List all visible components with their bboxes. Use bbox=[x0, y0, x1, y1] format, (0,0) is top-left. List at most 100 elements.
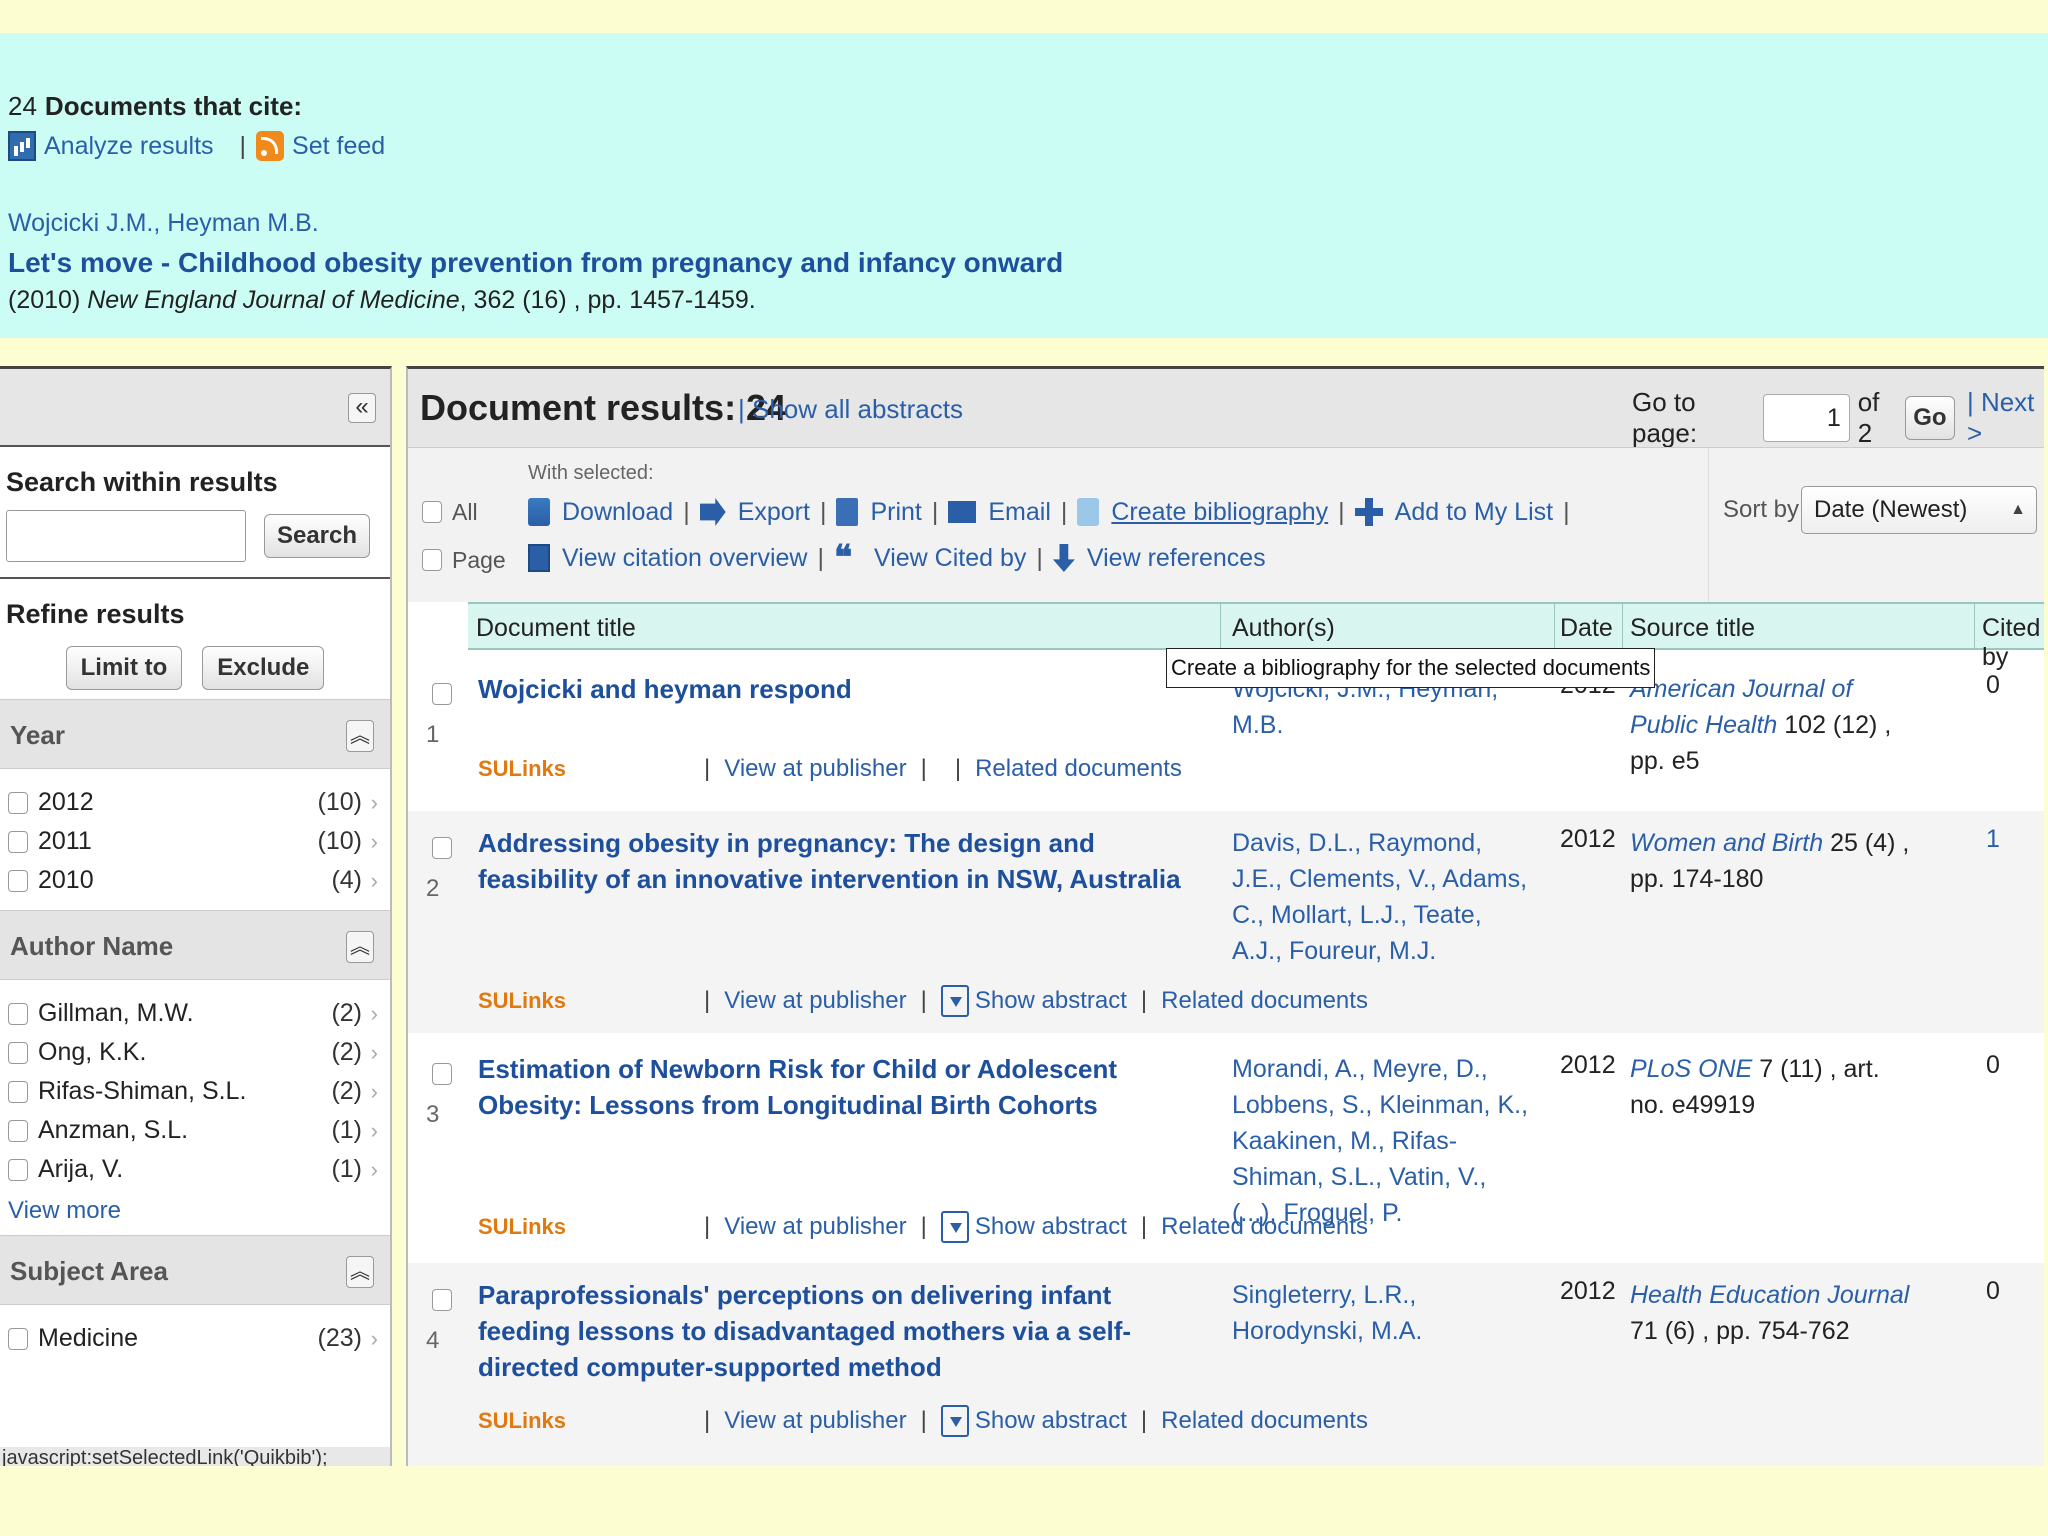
analyze-results-link[interactable]: Analyze results bbox=[44, 131, 214, 160]
result-authors[interactable]: Davis, D.L., Raymond, J.E., Clements, V.… bbox=[1232, 829, 1528, 965]
row-checkbox[interactable] bbox=[432, 1063, 452, 1085]
checkbox[interactable] bbox=[8, 1327, 28, 1350]
facet-item[interactable]: Rifas-Shiman, S.L. (2) › bbox=[0, 1072, 390, 1111]
chevron-right-icon[interactable]: › bbox=[370, 1117, 378, 1143]
facet-label[interactable]: Rifas-Shiman, S.L. bbox=[38, 1077, 247, 1105]
facet-label[interactable]: Anzman, S.L. bbox=[38, 1116, 189, 1144]
show-abstract-link[interactable]: Show abstract bbox=[974, 1213, 1127, 1240]
show-all-abstracts-link[interactable]: | Show all abstracts bbox=[738, 394, 963, 424]
collapse-sidebar-button[interactable]: « bbox=[348, 393, 376, 423]
col-date[interactable]: Date bbox=[1560, 614, 1613, 642]
export-link[interactable]: Export bbox=[737, 497, 810, 526]
view-at-publisher-link[interactable]: View at publisher bbox=[724, 1407, 907, 1434]
col-authors[interactable]: Author(s) bbox=[1232, 614, 1335, 642]
cited-by-link[interactable]: 1 bbox=[1986, 825, 2000, 853]
source-journal-link[interactable]: Women and Birth bbox=[1630, 829, 1824, 857]
chevron-right-icon[interactable]: › bbox=[370, 1000, 378, 1026]
search-within-input[interactable] bbox=[6, 510, 246, 562]
export-icon[interactable] bbox=[699, 498, 726, 526]
bar-chart-icon[interactable] bbox=[8, 131, 36, 161]
print-link[interactable]: Print bbox=[870, 497, 922, 526]
result-title-link[interactable]: Estimation of Newborn Risk for Child or … bbox=[478, 1054, 1117, 1120]
select-all[interactable]: All bbox=[422, 488, 506, 536]
source-journal-link[interactable]: PLoS ONE bbox=[1630, 1055, 1753, 1083]
checkbox[interactable] bbox=[8, 1119, 28, 1142]
source-journal-link[interactable]: American Journal of Public Health bbox=[1630, 675, 1853, 739]
checkbox[interactable] bbox=[422, 501, 442, 523]
chevron-right-icon[interactable]: › bbox=[370, 867, 378, 893]
facet-subject-header[interactable]: Subject Area ︽ bbox=[0, 1235, 390, 1305]
go-button[interactable]: Go bbox=[1904, 396, 1955, 440]
create-bibliography-link[interactable]: Create bibliography bbox=[1111, 497, 1329, 526]
view-at-publisher-link[interactable]: View at publisher bbox=[724, 755, 907, 782]
related-documents-link[interactable]: Related documents bbox=[1161, 1213, 1368, 1240]
print-icon[interactable] bbox=[836, 498, 859, 526]
chevron-right-icon[interactable]: › bbox=[370, 1325, 378, 1351]
facet-label[interactable]: 2012 bbox=[38, 788, 94, 816]
sulinks-link[interactable]: SULinks bbox=[478, 756, 567, 781]
row-checkbox[interactable] bbox=[432, 683, 452, 705]
view-at-publisher-link[interactable]: View at publisher bbox=[724, 1213, 907, 1240]
facet-item[interactable]: 2012 (10) › bbox=[0, 783, 390, 822]
result-title-link[interactable]: Addressing obesity in pregnancy: The des… bbox=[478, 828, 1181, 894]
sulinks-link[interactable]: SULinks bbox=[478, 1214, 567, 1239]
result-title-link[interactable]: Paraprofessionals' perceptions on delive… bbox=[478, 1280, 1132, 1382]
plus-icon[interactable] bbox=[1354, 498, 1383, 526]
col-cited-by[interactable]: Cited by bbox=[1982, 614, 2041, 671]
checkbox[interactable] bbox=[8, 791, 28, 814]
quote-icon[interactable]: ❝ bbox=[833, 539, 853, 577]
collapse-facet-icon[interactable]: ︽ bbox=[346, 1256, 374, 1288]
facet-item[interactable]: Medicine (23) › bbox=[0, 1319, 390, 1358]
add-to-list-link[interactable]: Add to My List bbox=[1394, 497, 1554, 526]
limit-to-button[interactable]: Limit to bbox=[65, 646, 183, 690]
chevron-right-icon[interactable]: › bbox=[370, 828, 378, 854]
facet-label[interactable]: Arija, V. bbox=[38, 1155, 124, 1183]
checkbox[interactable] bbox=[8, 830, 28, 853]
select-page[interactable]: Page bbox=[422, 536, 506, 584]
related-documents-link[interactable]: Related documents bbox=[1161, 1407, 1368, 1434]
result-authors[interactable]: Morandi, A., Meyre, D., Lobbens, S., Kle… bbox=[1232, 1055, 1529, 1227]
view-citation-overview-link[interactable]: View citation overview bbox=[562, 543, 808, 572]
facet-item[interactable]: Arija, V. (1) › bbox=[0, 1150, 390, 1189]
view-cited-by-link[interactable]: View Cited by bbox=[873, 543, 1027, 572]
facet-year-header[interactable]: Year ︽ bbox=[0, 699, 390, 769]
rss-feed-icon[interactable] bbox=[256, 131, 285, 161]
checkbox[interactable] bbox=[422, 549, 442, 571]
facet-item[interactable]: 2011 (10) › bbox=[0, 822, 390, 861]
sulinks-link[interactable]: SULinks bbox=[478, 988, 567, 1013]
next-page-link[interactable]: | Next > bbox=[1966, 387, 2035, 448]
facet-author-header[interactable]: Author Name ︽ bbox=[0, 910, 390, 980]
facet-item[interactable]: 2010 (4) › bbox=[0, 861, 390, 900]
email-link[interactable]: Email bbox=[988, 497, 1051, 526]
facet-item[interactable]: Gillman, M.W. (2) › bbox=[0, 994, 390, 1033]
related-documents-link[interactable]: Related documents bbox=[1161, 987, 1368, 1014]
sulinks-link[interactable]: SULinks bbox=[478, 1408, 567, 1433]
facet-label[interactable]: 2011 bbox=[38, 827, 92, 855]
chevron-right-icon[interactable]: › bbox=[370, 1156, 378, 1182]
facet-label[interactable]: Ong, K.K. bbox=[38, 1038, 147, 1066]
email-icon[interactable] bbox=[948, 501, 977, 523]
row-checkbox[interactable] bbox=[432, 837, 452, 859]
search-button[interactable]: Search bbox=[264, 514, 370, 558]
col-document-title[interactable]: Document title bbox=[476, 614, 636, 642]
download-link[interactable]: Download bbox=[562, 497, 674, 526]
checkbox[interactable] bbox=[8, 1158, 28, 1181]
bar-chart-icon[interactable] bbox=[528, 544, 550, 572]
checkbox[interactable] bbox=[8, 869, 28, 892]
view-more-link[interactable]: View more bbox=[8, 1197, 121, 1224]
cited-doc-title[interactable]: Let's move - Childhood obesity preventio… bbox=[8, 247, 1064, 278]
row-checkbox[interactable] bbox=[432, 1289, 452, 1311]
source-journal-link[interactable]: Health Education Journal bbox=[1630, 1281, 1910, 1309]
facet-label[interactable]: 2010 bbox=[38, 866, 94, 894]
checkbox[interactable] bbox=[8, 1080, 28, 1103]
collapse-facet-icon[interactable]: ︽ bbox=[346, 931, 374, 963]
result-title-link[interactable]: Wojcicki and heyman respond bbox=[478, 674, 852, 704]
page-number-input[interactable]: 1 bbox=[1762, 394, 1850, 442]
facet-label[interactable]: Gillman, M.W. bbox=[38, 999, 194, 1027]
chevron-right-icon[interactable]: › bbox=[370, 1078, 378, 1104]
set-feed-link[interactable]: Set feed bbox=[292, 131, 386, 160]
show-abstract-icon[interactable] bbox=[940, 1405, 969, 1437]
chevron-right-icon[interactable]: › bbox=[370, 1039, 378, 1065]
related-documents-link[interactable]: Related documents bbox=[975, 755, 1182, 782]
collapse-facet-icon[interactable]: ︽ bbox=[346, 720, 374, 752]
